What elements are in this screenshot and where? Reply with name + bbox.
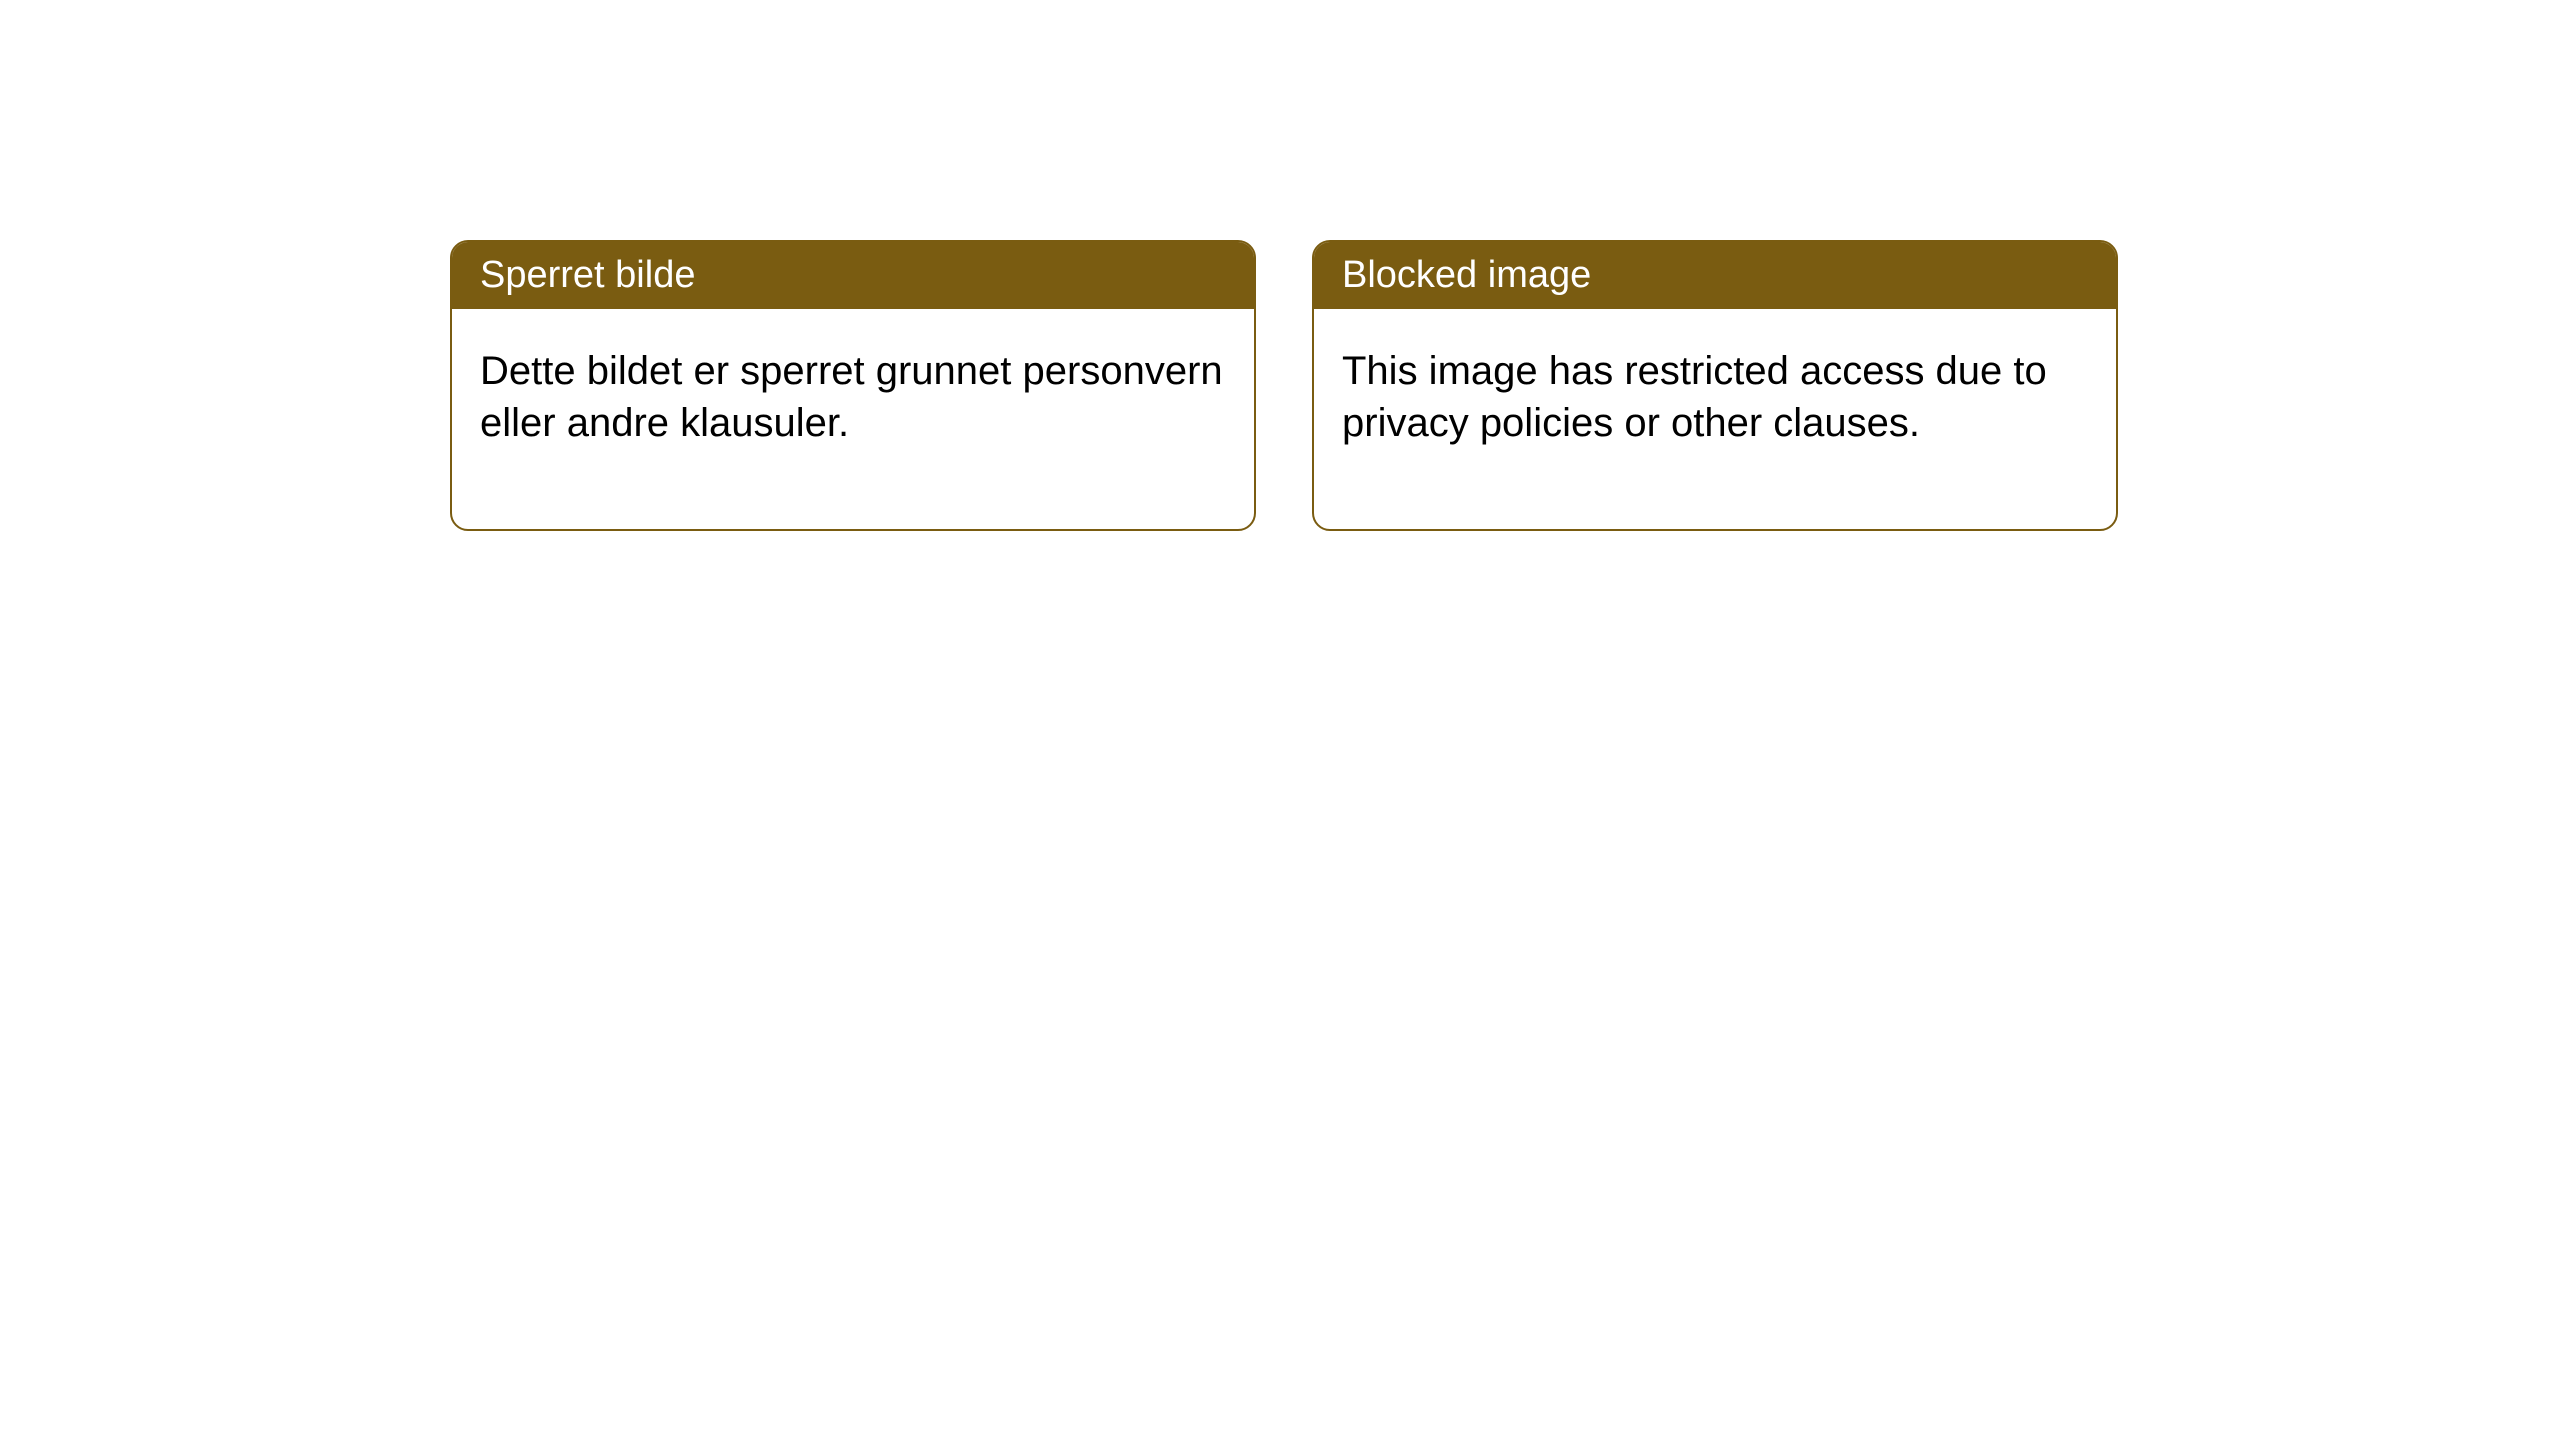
notice-container: Sperret bilde Dette bildet er sperret gr… [0, 0, 2560, 531]
notice-title-english: Blocked image [1314, 242, 2116, 309]
notice-box-norwegian: Sperret bilde Dette bildet er sperret gr… [450, 240, 1256, 531]
notice-box-english: Blocked image This image has restricted … [1312, 240, 2118, 531]
notice-title-norwegian: Sperret bilde [452, 242, 1254, 309]
notice-body-english: This image has restricted access due to … [1314, 309, 2116, 529]
notice-body-norwegian: Dette bildet er sperret grunnet personve… [452, 309, 1254, 529]
